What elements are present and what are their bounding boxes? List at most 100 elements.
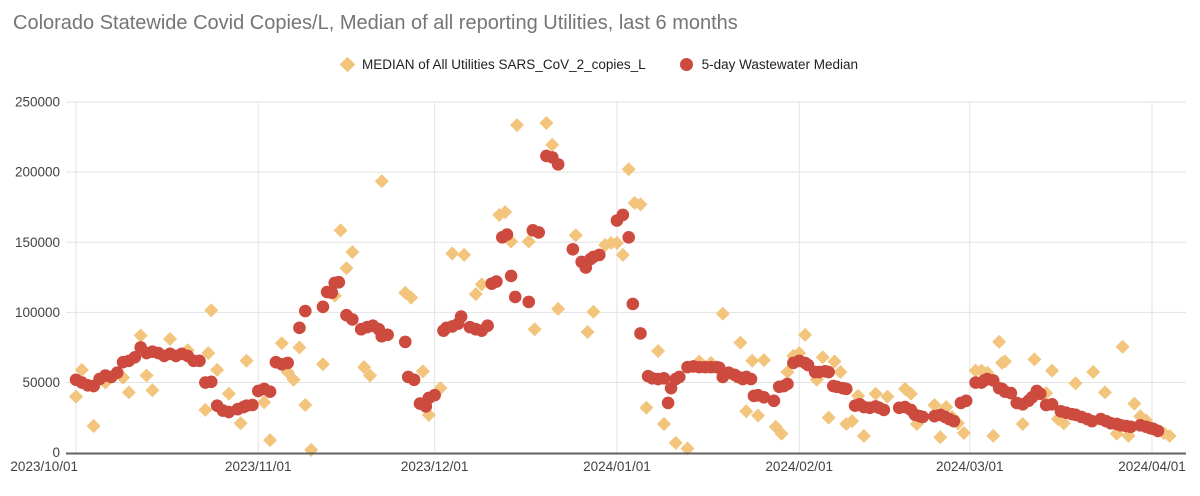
median-diamond-point (651, 343, 666, 358)
median-diamond-point (509, 118, 524, 133)
median-diamond-point (498, 205, 513, 220)
wastewater-circle-point (1045, 397, 1059, 411)
wastewater-circle-point (593, 248, 606, 262)
wastewater-circle-point (661, 396, 675, 410)
median-diamond-point (333, 223, 348, 238)
median-diamond-point (545, 137, 560, 152)
median-diamond-point (551, 301, 566, 316)
x-tick-label: 2024/03/01 (936, 459, 1004, 474)
median-diamond-point (204, 303, 219, 318)
wastewater-circle-point (246, 398, 259, 412)
median-diamond-point (445, 246, 460, 261)
y-tick-label: 150000 (15, 235, 60, 250)
wastewater-circle-point (128, 350, 142, 364)
median-diamond-point (774, 426, 789, 441)
median-diamond-point (339, 261, 354, 276)
wastewater-circle-point (110, 366, 124, 380)
wastewater-circle-point (839, 382, 853, 396)
wastewater-circle-point (381, 328, 394, 342)
median-diamond-point (298, 397, 313, 412)
median-diamond-point (880, 389, 895, 404)
circle-marker-icon (679, 58, 693, 71)
wastewater-circle-point (1124, 420, 1138, 434)
wastewater-circle-point (481, 319, 494, 333)
wastewater-circle-point (1004, 386, 1018, 400)
median-diamond-point (221, 386, 236, 401)
median-diamond-point (1097, 385, 1112, 400)
wastewater-circle-point (744, 372, 758, 386)
median-diamond-point (1162, 428, 1177, 443)
median-diamond-point (139, 368, 154, 383)
median-diamond-point (257, 395, 272, 410)
median-diamond-point (286, 372, 301, 387)
wastewater-circle-point (657, 372, 671, 385)
median-diamond-point (1027, 352, 1042, 367)
wastewater-circle-point (877, 403, 891, 417)
legend-label-5-day-median: 5-day Wastewater Median (701, 57, 858, 72)
median-diamond-point (145, 383, 160, 398)
wastewater-circle-point (316, 300, 330, 314)
wastewater-circle-point (204, 375, 218, 389)
wastewater-circle-point (757, 390, 771, 404)
median-diamond-point (1086, 365, 1101, 380)
wastewater-circle-point (767, 394, 781, 408)
wastewater-circle-point (522, 295, 536, 309)
median-diamond-point (621, 162, 636, 177)
y-tick-label: 0 (52, 445, 60, 460)
x-axis-labels: 2023/10/01 2023/11/01 2023/12/01 2024/01/01… (10, 459, 1185, 474)
wastewater-circle-point (504, 269, 518, 283)
wastewater-circle-point (508, 290, 522, 304)
median-diamond-point (745, 353, 760, 368)
wastewater-circle-point (622, 231, 635, 244)
median-diamond-point (233, 416, 248, 431)
median-diamond-point (615, 247, 630, 262)
median-diamond-point (1045, 363, 1060, 378)
wastewater-circle-point (346, 313, 359, 326)
median-diamond-point (74, 362, 89, 377)
wastewater-circle-point (490, 275, 503, 288)
series-5-day-median (69, 149, 1165, 438)
median-diamond-point (815, 350, 830, 365)
median-diamond-point (715, 306, 730, 321)
median-diamond-point (998, 354, 1013, 369)
median-diamond-point (263, 433, 278, 448)
median-diamond-point (374, 174, 389, 189)
wastewater-circle-point (947, 414, 961, 428)
median-diamond-point (1056, 416, 1071, 431)
wastewater-circle-point (566, 242, 580, 256)
median-diamond-point (739, 404, 754, 419)
median-diamond-point (821, 410, 836, 425)
wastewater-circle-point (1033, 387, 1047, 401)
wastewater-circle-point (398, 335, 412, 349)
median-diamond-point (856, 428, 871, 443)
median-diamond-point (357, 360, 372, 375)
median-diamond-point (986, 428, 1001, 443)
median-diamond-point (927, 397, 942, 412)
median-diamond-point (609, 235, 624, 250)
wastewater-circle-point (500, 228, 514, 241)
median-diamond-point (733, 335, 748, 350)
x-tick-label: 2024/02/01 (765, 459, 833, 474)
wastewater-circle-point (454, 310, 468, 323)
wastewater-circle-point (428, 388, 441, 402)
legend-item-5-day-median: 5-day Wastewater Median (679, 57, 858, 72)
wastewater-circle-point (325, 286, 339, 300)
wastewater-circle-point (781, 377, 794, 391)
chart-title: Colorado Statewide Covid Copies/L, Media… (13, 12, 738, 34)
y-tick-label: 250000 (15, 94, 60, 109)
median-diamond-point (668, 435, 683, 450)
wastewater-circle-point (626, 297, 640, 311)
wastewater-circle-point (407, 373, 421, 387)
median-diamond-point (163, 332, 178, 347)
chart-legend: MEDIAN of All Utilities SARS_CoV_2_copie… (0, 56, 1200, 73)
median-diamond-point (1115, 339, 1130, 354)
median-diamond-point (415, 364, 430, 379)
median-diamond-point (580, 325, 595, 340)
median-diamond-point (69, 389, 83, 404)
median-diamond-point (292, 340, 307, 355)
median-diamond-point (933, 430, 948, 445)
y-tick-label: 200000 (15, 165, 60, 180)
median-diamond-point (539, 115, 554, 130)
